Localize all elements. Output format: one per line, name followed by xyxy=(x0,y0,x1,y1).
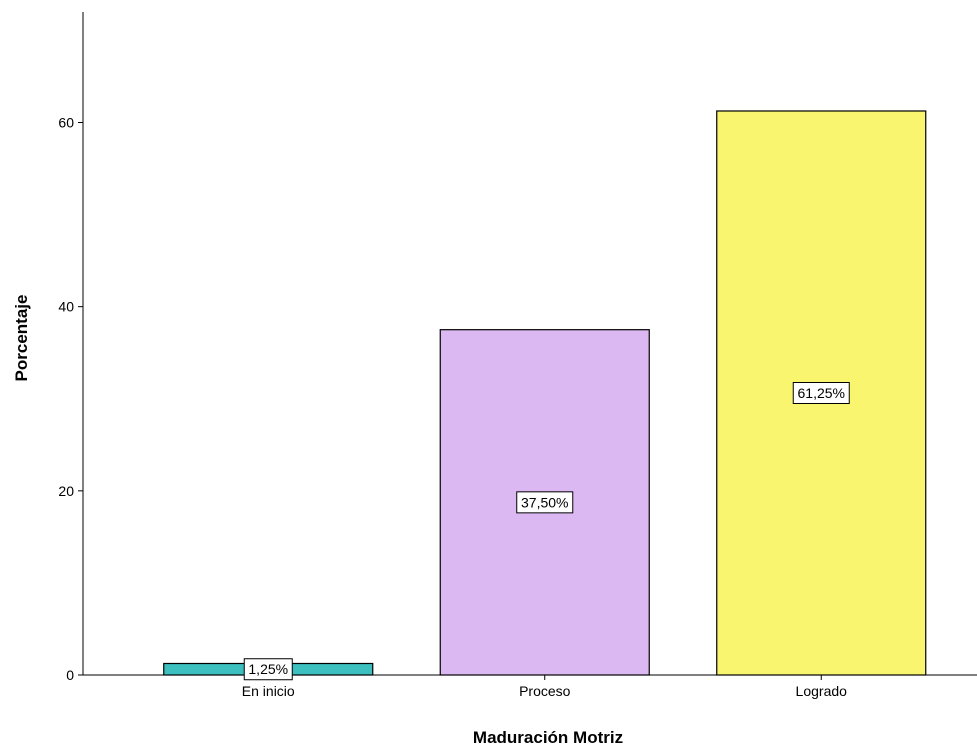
data-label-box xyxy=(516,491,574,514)
y-tick-label: 0 xyxy=(66,667,74,683)
data-label-box xyxy=(792,381,850,404)
data-label: 37,50% xyxy=(516,491,574,514)
data-label-text: 37,50% xyxy=(521,494,568,510)
y-tick-label: 60 xyxy=(58,115,74,131)
x-tick-label: Logrado xyxy=(796,683,848,699)
data-label: 61,25% xyxy=(792,381,850,404)
y-tick-label: 20 xyxy=(58,483,74,499)
data-label-text: 1,25% xyxy=(248,661,288,677)
data-label-text: 61,25% xyxy=(798,385,845,401)
x-ticks-layer: En inicio Proceso Logrado xyxy=(242,675,847,699)
data-label: 1,25% xyxy=(243,658,293,681)
x-tick-label: En inicio xyxy=(242,683,295,699)
data-labels-layer: 1,25% 37,50% 61,25% xyxy=(243,381,850,681)
y-axis-title: Porcentaje xyxy=(12,295,31,382)
x-axis-title: Maduración Motriz xyxy=(473,728,623,747)
y-ticks-layer: 0 20 40 60 xyxy=(58,115,83,683)
data-label-box xyxy=(243,658,293,681)
y-tick-label: 40 xyxy=(58,299,74,315)
x-tick-label: Proceso xyxy=(519,683,571,699)
